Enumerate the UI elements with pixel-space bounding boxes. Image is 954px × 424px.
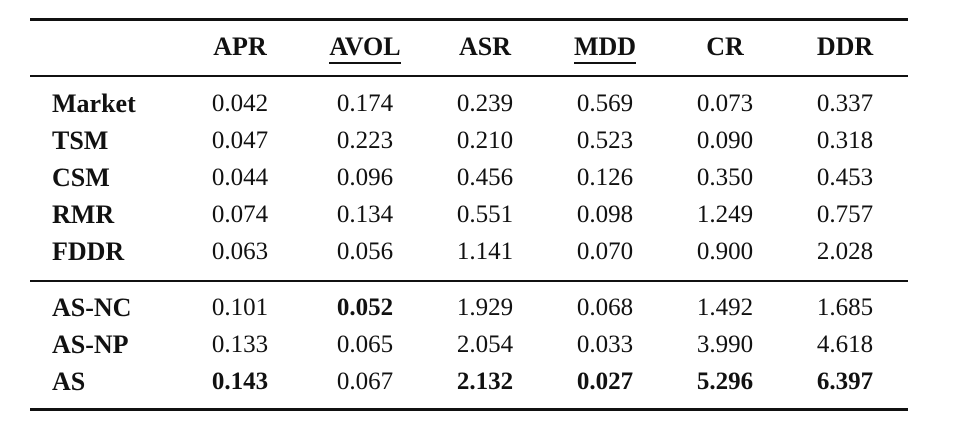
table-cell: 0.096 (336, 164, 394, 191)
table-row: AS-NC 0.101 0.052 1.929 0.068 1.492 1.685 (30, 290, 908, 326)
table-cell: 1.492 (696, 294, 754, 321)
table-cell: 0.134 (336, 201, 394, 228)
top-rule (30, 18, 908, 21)
table-cell: 0.063 (211, 238, 269, 265)
table-cell: 2.132 (456, 368, 514, 395)
table-cell: 0.033 (576, 331, 634, 358)
table-cell: 0.126 (576, 164, 634, 191)
table-row: TSM 0.047 0.223 0.210 0.523 0.090 0.318 (30, 123, 908, 159)
header-avol: AVOL (315, 29, 415, 65)
row-label: RMR (52, 200, 115, 229)
table-row: RMR 0.074 0.134 0.551 0.098 1.249 0.757 (30, 197, 908, 233)
header-rule (30, 75, 908, 77)
table-cell: 0.133 (211, 331, 269, 358)
table-cell: 6.397 (816, 368, 874, 395)
row-label: AS-NC (52, 293, 132, 322)
table-cell: 3.990 (696, 331, 754, 358)
table-cell: 2.028 (816, 238, 874, 265)
table-cell: 1.249 (696, 201, 754, 228)
table-cell: 0.090 (696, 127, 754, 154)
table-cell: 0.068 (576, 294, 634, 321)
table-cell: 0.337 (816, 90, 874, 117)
table-cell: 0.052 (336, 294, 394, 321)
table-cell: 0.098 (576, 201, 634, 228)
table-row: Market 0.042 0.174 0.239 0.569 0.073 0.337 (30, 86, 908, 122)
table-cell: 0.067 (336, 368, 394, 395)
table-cell: 0.042 (211, 90, 269, 117)
row-label: Market (52, 89, 136, 118)
table-cell: 0.027 (576, 368, 634, 395)
table-cell: 0.456 (456, 164, 514, 191)
table-cell: 0.047 (211, 127, 269, 154)
table-cell: 0.070 (576, 238, 634, 265)
row-label: FDDR (52, 237, 125, 266)
table-cell: 0.143 (211, 368, 269, 395)
table-cell: 0.350 (696, 164, 754, 191)
row-label: AS-NP (52, 330, 129, 359)
table-cell: 0.065 (336, 331, 394, 358)
table-row: AS 0.143 0.067 2.132 0.027 5.296 6.397 (30, 364, 908, 400)
table-cell: 1.929 (456, 294, 514, 321)
table-cell: 0.453 (816, 164, 874, 191)
header-ddr: DDR (816, 32, 874, 61)
header-asr: ASR (458, 32, 511, 61)
table-cell: 0.318 (816, 127, 874, 154)
table-cell: 0.074 (211, 201, 269, 228)
group-separator-rule (30, 280, 908, 282)
table-cell: 0.523 (576, 127, 634, 154)
header-cr: CR (706, 32, 744, 61)
row-label: TSM (52, 126, 109, 155)
table-row: AS-NP 0.133 0.065 2.054 0.033 3.990 4.618 (30, 327, 908, 363)
table-cell: 0.900 (696, 238, 754, 265)
header-mdd: MDD (555, 29, 655, 65)
row-label: AS (52, 367, 86, 396)
table-cell: 0.056 (336, 238, 394, 265)
table-cell: 2.054 (456, 331, 514, 358)
header-apr: APR (213, 32, 267, 61)
table-cell: 0.073 (696, 90, 754, 117)
row-label: CSM (52, 163, 110, 192)
table-cell: 1.141 (456, 238, 514, 265)
table-row: FDDR 0.063 0.056 1.141 0.070 0.900 2.028 (30, 234, 908, 270)
table-cell: 0.551 (456, 201, 514, 228)
table-cell: 0.210 (456, 127, 514, 154)
table-cell: 0.223 (336, 127, 394, 154)
table-cell: 1.685 (816, 294, 874, 321)
table-cell: 0.044 (211, 164, 269, 191)
table-cell: 5.296 (696, 368, 754, 395)
table-cell: 0.757 (816, 201, 874, 228)
table-cell: 4.618 (816, 331, 874, 358)
table-cell: 0.101 (211, 294, 269, 321)
table-cell: 0.174 (336, 90, 394, 117)
table-cell: 0.569 (576, 90, 634, 117)
table-row: CSM 0.044 0.096 0.456 0.126 0.350 0.453 (30, 160, 908, 196)
header-row: APR AVOL ASR MDD CR DDR (30, 29, 908, 65)
bottom-rule (30, 408, 908, 411)
table-cell: 0.239 (456, 90, 514, 117)
